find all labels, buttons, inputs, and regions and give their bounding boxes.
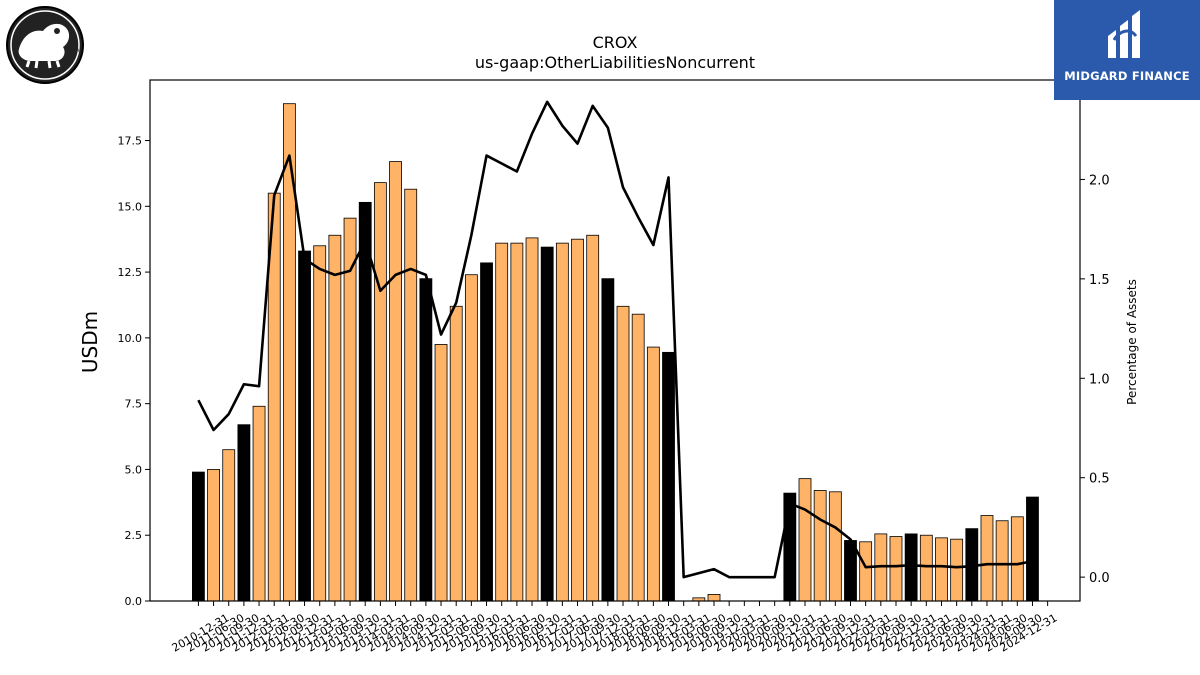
bar <box>191 471 205 602</box>
bar <box>464 274 478 602</box>
bar <box>343 217 357 602</box>
y2-tick-label: 0.0 <box>1089 571 1110 586</box>
bar <box>480 262 493 602</box>
plot-area: 0.0 2.5 5.0 7.5 10.0 12.5 15.0 17.5 0.0 0.5 1.0 1.5… <box>118 79 1110 655</box>
bar <box>859 541 873 602</box>
bar <box>1026 496 1039 602</box>
bar <box>404 188 418 602</box>
bar <box>525 237 539 602</box>
series-line <box>197 100 1033 579</box>
bar <box>419 278 433 602</box>
y-tick-label: 15.0 <box>118 200 143 213</box>
y-tick-label: 0.0 <box>125 595 143 608</box>
bar <box>373 182 387 602</box>
bar <box>571 238 584 602</box>
y-tick-label: 17.5 <box>118 135 143 148</box>
bar <box>828 491 842 602</box>
chart-subtitle: us-gaap:OtherLiabilitiesNoncurrent <box>475 53 755 72</box>
bar <box>904 533 918 602</box>
bar <box>313 245 327 602</box>
bar <box>434 344 448 602</box>
logo-trademark: tm <box>71 47 79 54</box>
bar <box>298 250 311 602</box>
bar <box>358 201 372 602</box>
y2-axis-label: Percentage of Assets <box>1125 279 1139 405</box>
bar <box>662 351 675 602</box>
y-tick-label: 10.0 <box>118 332 143 345</box>
bar <box>707 594 721 602</box>
bar <box>813 490 827 602</box>
bar <box>252 405 266 602</box>
bar <box>1010 516 1024 602</box>
bar <box>237 424 251 602</box>
bar <box>646 346 660 602</box>
y2-tick-label: 0.5 <box>1089 472 1110 487</box>
chart-title: CROX <box>593 33 638 52</box>
bar <box>889 536 903 602</box>
bar <box>919 534 933 602</box>
bar <box>935 537 948 602</box>
bar <box>555 242 569 602</box>
bar <box>389 161 402 602</box>
brand-logo: MIDGARD FINANCE <box>1054 0 1200 100</box>
bar <box>995 520 1009 602</box>
bar <box>222 449 236 602</box>
brand-name: MIDGARD FINANCE <box>1064 69 1190 83</box>
y-tick-label: 12.5 <box>118 266 143 279</box>
bar <box>616 305 630 602</box>
y-axis-label: USDm <box>78 311 102 373</box>
y-tick-label: 7.5 <box>125 398 143 411</box>
bar <box>601 278 615 602</box>
bar <box>495 242 509 602</box>
crocodile-logo: tm <box>5 5 85 85</box>
bar <box>586 234 600 602</box>
bar <box>449 305 463 602</box>
y-tick-label: 2.5 <box>125 529 143 542</box>
y2-tick-label: 2.0 <box>1089 173 1110 188</box>
y-tick-label: 5.0 <box>125 463 143 476</box>
bar <box>207 469 220 602</box>
bar <box>328 234 342 602</box>
bar <box>950 538 964 602</box>
bar <box>510 242 524 602</box>
bar <box>631 313 645 602</box>
y2-tick-label: 1.5 <box>1089 273 1110 288</box>
y2-tick-label: 1.0 <box>1089 372 1110 387</box>
bar <box>980 515 994 602</box>
bar <box>540 246 554 602</box>
bar <box>798 478 812 602</box>
plot-frame <box>149 79 1081 602</box>
